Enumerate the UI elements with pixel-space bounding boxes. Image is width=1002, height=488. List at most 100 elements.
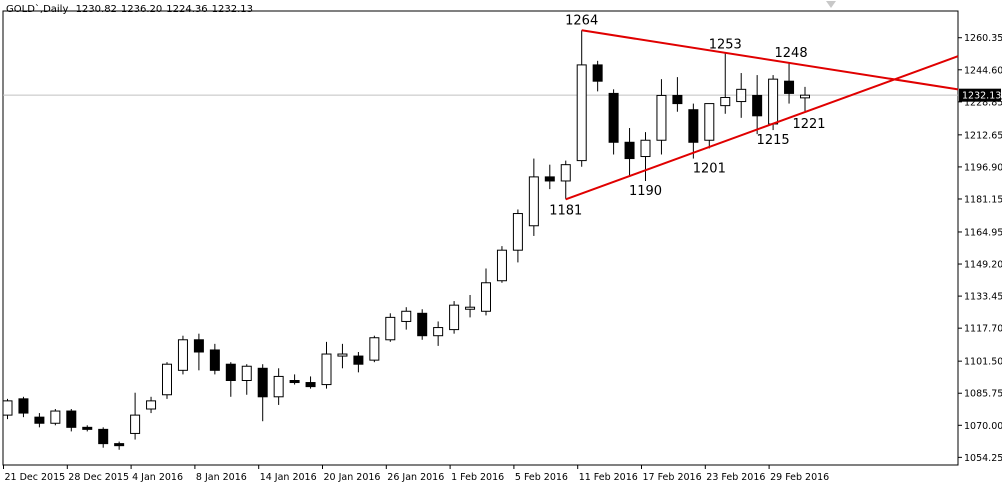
candle <box>241 364 252 395</box>
candle <box>656 79 667 155</box>
open-value: 1230.82 <box>75 4 117 15</box>
price-annotation: 1215 <box>757 133 790 148</box>
candle <box>18 396 29 418</box>
candle-body <box>209 349 220 371</box>
chart-frame <box>2 10 959 466</box>
x-tick-label: 20 Jan 2016 <box>324 472 381 483</box>
candle <box>784 62 795 104</box>
chart-shift-marker-icon[interactable] <box>826 1 836 8</box>
candle-body <box>193 339 204 353</box>
candle-body <box>289 380 300 384</box>
candle-body <box>544 176 555 182</box>
candle-body <box>768 78 779 125</box>
candle-body <box>385 316 396 341</box>
close-value: 1232.13 <box>211 4 253 15</box>
candle-body <box>592 64 603 82</box>
candle-body <box>640 139 651 158</box>
candle <box>289 374 300 385</box>
x-tick-label: 17 Feb 2016 <box>643 472 702 483</box>
symbol-label: GOLD`,Daily <box>6 4 69 15</box>
candle-body <box>98 428 109 445</box>
y-tick-label: 1117.70 <box>964 324 1002 335</box>
candle-body <box>162 363 172 396</box>
y-tick-label: 1228.85 <box>964 97 1002 108</box>
candle-body <box>34 416 45 424</box>
price-annotation: 1201 <box>693 162 726 177</box>
candle-body <box>18 398 29 414</box>
trendlines[interactable] <box>565 29 959 201</box>
candle-body <box>752 94 763 117</box>
candle-body <box>401 310 412 322</box>
candle-body <box>353 355 364 365</box>
candle <box>257 364 268 422</box>
candle <box>305 376 316 389</box>
candle-body <box>417 312 428 337</box>
candle-body <box>496 249 507 282</box>
candle <box>225 362 236 397</box>
candle <box>800 86 810 112</box>
candle-body <box>114 443 125 447</box>
candle <box>321 341 332 389</box>
candle-body <box>449 304 460 331</box>
y-tick-label: 1244.60 <box>964 65 1002 76</box>
price-annotation: 1264 <box>565 13 598 28</box>
candle-body <box>146 400 157 410</box>
x-tick-label: 29 Feb 2016 <box>770 472 829 483</box>
candle <box>2 398 13 420</box>
candle <box>146 396 157 414</box>
candle <box>162 362 172 399</box>
candle-body <box>704 103 715 141</box>
y-tick-label: 1196.90 <box>964 162 1002 173</box>
x-tick-label: 4 Jan 2016 <box>132 472 183 483</box>
x-tick-label: 26 Jan 2016 <box>387 472 444 483</box>
y-tick-label: 1212.65 <box>964 130 1002 141</box>
candle <box>209 343 220 375</box>
candle-body <box>225 363 236 382</box>
candle-body <box>2 400 13 416</box>
y-tick-label: 1070.00 <box>964 421 1002 432</box>
candle-body <box>481 282 491 312</box>
high-value: 1236.20 <box>120 4 163 15</box>
current-price-badge <box>959 88 1001 102</box>
time-axis[interactable]: 21 Dec 2015 28 Dec 2015 4 Jan 2016 8 Jan 20… <box>3 465 830 483</box>
candle <box>369 335 380 363</box>
trendline-support[interactable] <box>565 55 959 201</box>
candle-body <box>257 367 268 398</box>
candle-body <box>337 353 348 357</box>
price-axis[interactable]: 1260.35 1244.60 1228.85 1212.65 1196.90 1181.… <box>958 33 1002 464</box>
candle <box>433 321 444 346</box>
x-tick-label: 11 Feb 2016 <box>579 472 638 483</box>
y-tick-label: 1181.15 <box>964 194 1002 205</box>
x-tick-label: 14 Jan 2016 <box>260 472 317 483</box>
y-tick-label: 1085.75 <box>964 389 1002 400</box>
candle <box>736 73 747 118</box>
candle-body <box>800 94 810 99</box>
candle-body <box>433 327 444 337</box>
x-tick-label: 5 Feb 2016 <box>515 472 568 483</box>
candle <box>640 132 651 181</box>
candle-body <box>66 410 77 428</box>
y-tick-label: 1054.25 <box>964 453 1002 464</box>
candle <box>449 301 460 334</box>
candle-body <box>273 375 284 398</box>
candle-body <box>736 88 747 103</box>
candle <box>193 333 204 371</box>
candle-body <box>130 414 141 434</box>
candle <box>34 413 45 428</box>
candle-body <box>720 96 731 107</box>
y-tick-label: 1164.95 <box>964 227 1002 238</box>
candle <box>417 309 428 340</box>
candle-body <box>241 365 252 382</box>
y-tick-label: 1101.50 <box>964 357 1002 368</box>
candle <box>608 89 619 155</box>
candle-body <box>177 339 188 371</box>
candle <box>98 427 109 448</box>
x-tick-label: 21 Dec 2015 <box>5 472 66 483</box>
candle-body <box>624 141 635 160</box>
candles <box>2 30 810 450</box>
candle <box>560 160 571 200</box>
candle <box>130 392 141 440</box>
price-annotation: 1190 <box>629 184 662 199</box>
